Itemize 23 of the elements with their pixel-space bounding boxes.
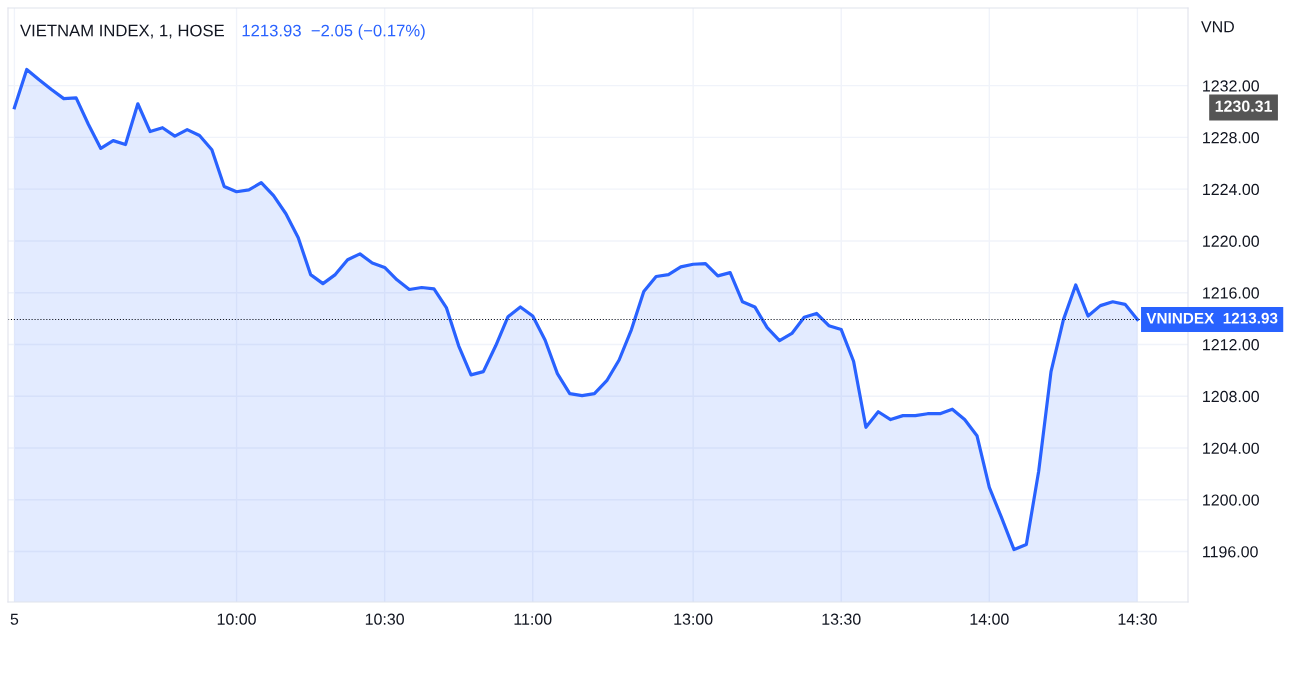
x-tick-label: 14:00 bbox=[970, 613, 1009, 625]
y-tick-label: 1224.00 bbox=[1203, 183, 1259, 196]
y-tick-label: 1228.00 bbox=[1203, 132, 1259, 144]
y-tick-label: 1196.00 bbox=[1203, 546, 1258, 558]
y-tick-label: 1212.00 bbox=[1203, 339, 1259, 351]
text: 1230.31 bbox=[1215, 100, 1272, 112]
y-axis-title: VND bbox=[1201, 21, 1234, 33]
y-tick-label: 1208.00 bbox=[1203, 390, 1259, 403]
x-tick-label: 11:00 bbox=[514, 613, 552, 625]
x-tick-label: 10:30 bbox=[365, 613, 404, 625]
x-tick-label: 5 bbox=[10, 613, 19, 625]
x-tick-label: 10:00 bbox=[217, 613, 256, 625]
text: VIETNAM INDEX, 1, HOSE bbox=[20, 24, 224, 39]
x-tick-label: 13:30 bbox=[822, 613, 861, 625]
x-tick-label: 14:30 bbox=[1118, 613, 1157, 625]
y-tick-label: 1216.00 bbox=[1203, 287, 1259, 299]
y-tick-label: 1200.00 bbox=[1203, 494, 1259, 506]
x-tick-label: 13:00 bbox=[674, 613, 713, 625]
text: 1213.93 −2.05 (−0.17%) bbox=[242, 24, 425, 40]
ref-line-label: VNINDEX 1213.93 bbox=[1146, 312, 1278, 324]
y-tick-label: 1204.00 bbox=[1203, 442, 1259, 454]
y-tick-label: 1232.00 bbox=[1203, 80, 1259, 92]
y-tick-label: 1220.00 bbox=[1203, 235, 1259, 247]
